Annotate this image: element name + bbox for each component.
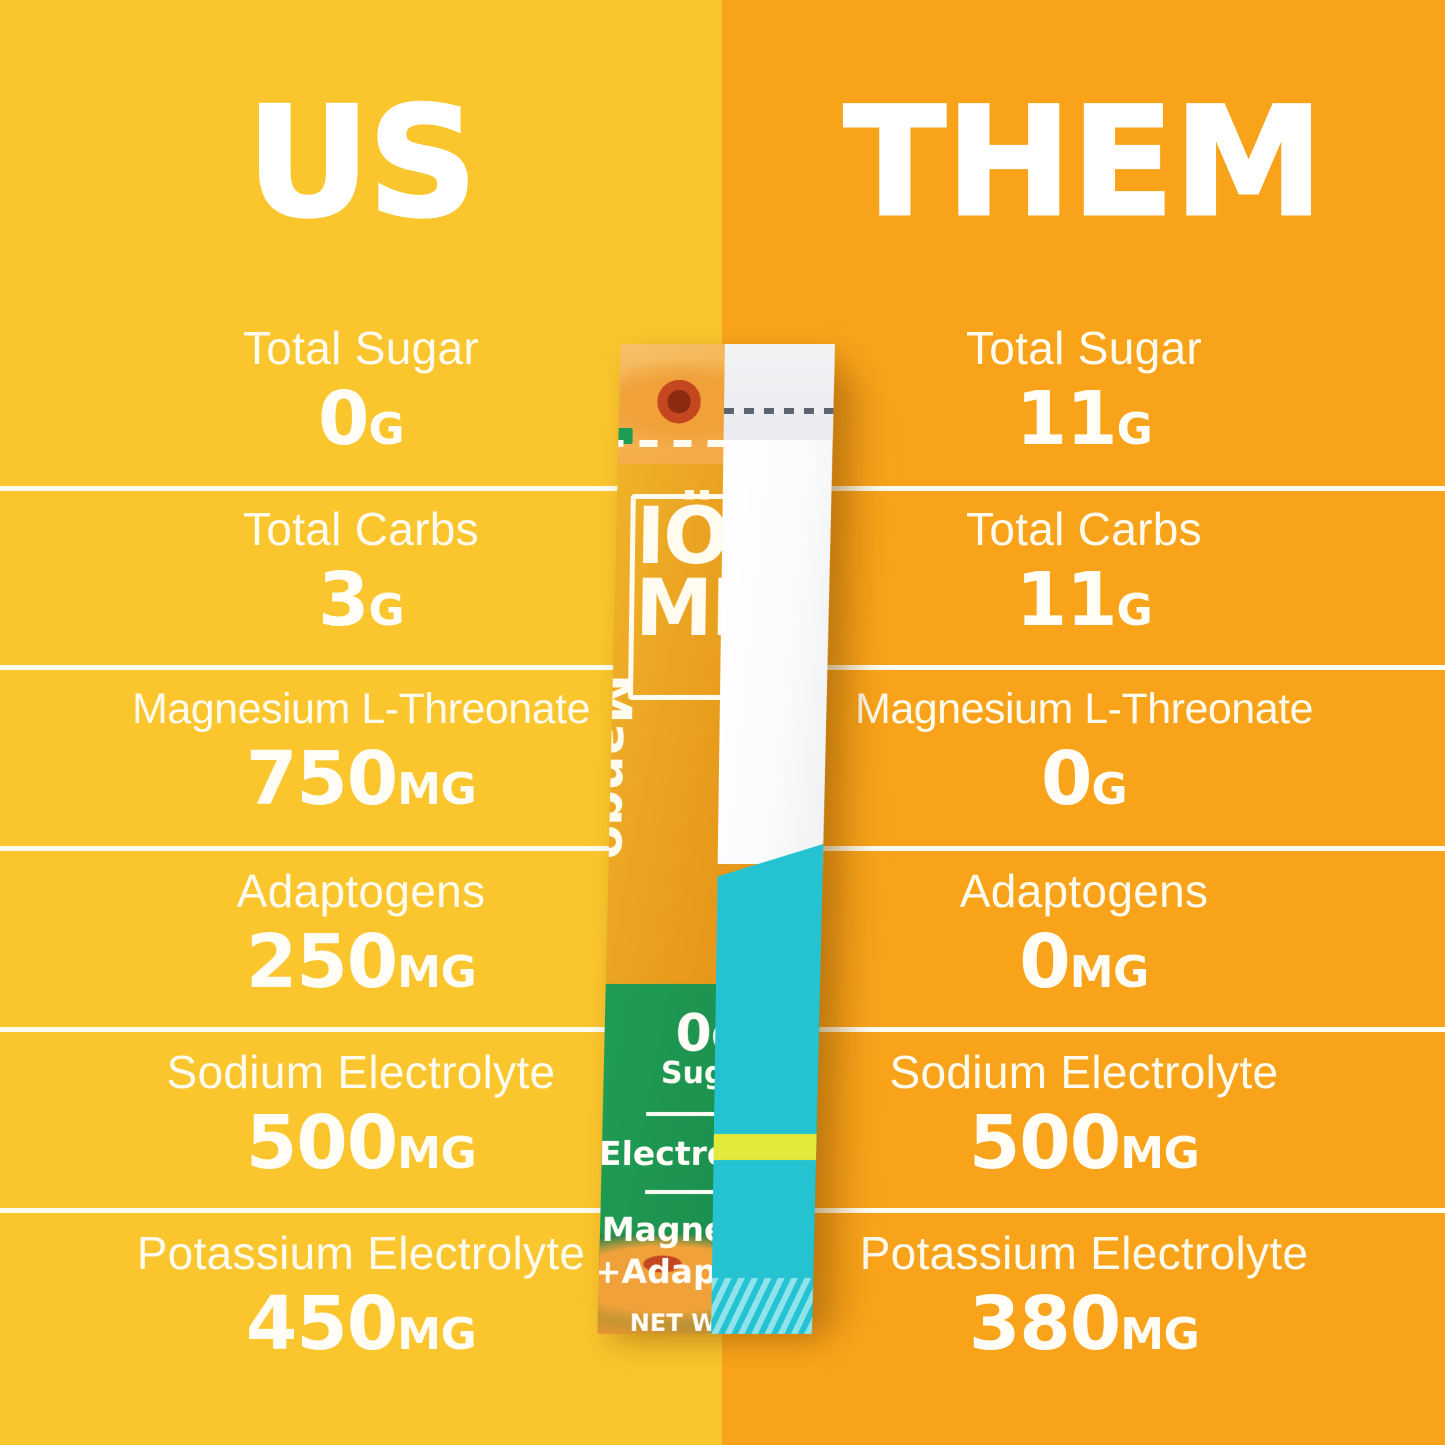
stat-unit: MG <box>397 1127 477 1179</box>
stat-label: Total Sugar <box>243 321 479 374</box>
them-header-label: THEM <box>842 76 1325 250</box>
stat-label: Adaptogens <box>959 864 1209 917</box>
product-packet-image: IÖ MI Mango Enhanced Hydration Mix 0g Su… <box>593 344 835 1334</box>
stat-value: 11G <box>1015 556 1153 643</box>
stat-label: Sodium Electrolyte <box>889 1045 1279 1098</box>
stat-value: 0G <box>1040 736 1128 823</box>
stat-value: 11G <box>1015 375 1153 462</box>
table-row: Sodium Electrolyte 500MG <box>723 1024 1445 1205</box>
table-row: Potassium Electrolyte 450MG <box>0 1205 722 1386</box>
us-header: US <box>0 78 722 248</box>
stat-unit: G <box>1116 403 1153 455</box>
them-header: THEM <box>722 78 1445 248</box>
stat-label: Total Carbs <box>243 502 479 555</box>
table-row: Total Sugar 11G <box>723 300 1445 481</box>
stat-unit: MG <box>397 946 477 998</box>
stat-value: 3G <box>317 556 405 643</box>
stat-unit: G <box>368 584 405 636</box>
stat-label: Total Sugar <box>966 321 1202 374</box>
packet-bottom-seal <box>711 1278 824 1334</box>
stat-value: 500MG <box>245 1099 477 1186</box>
stat-label: Magnesium L-Threonate <box>855 685 1313 734</box>
table-row: Potassium Electrolyte 380MG <box>723 1205 1445 1386</box>
them-stats-column: Total Sugar 11G Total Carbs 11G Magnesiu… <box>723 300 1445 1386</box>
packet-front-teal-panel <box>711 842 830 1334</box>
stat-unit: G <box>1116 584 1153 636</box>
us-stats-column: Total Sugar 0G Total Carbs 3G Magnesium … <box>0 300 722 1386</box>
table-row: Total Sugar 0G <box>0 300 722 481</box>
table-row: Total Carbs 3G <box>0 481 722 662</box>
stat-label: Potassium Electrolyte <box>859 1226 1309 1279</box>
table-row: Adaptogens 250MG <box>0 843 722 1024</box>
stat-value: 450MG <box>245 1280 477 1367</box>
stat-label: Adaptogens <box>236 864 486 917</box>
stat-unit: MG <box>397 764 477 816</box>
packet-accent-stripe <box>714 1134 826 1160</box>
them-panel-background <box>722 0 1445 1445</box>
stat-value: 500MG <box>968 1099 1200 1186</box>
packet-top-seal <box>724 344 835 440</box>
stat-unit: MG <box>1069 946 1149 998</box>
stat-label: Sodium Electrolyte <box>166 1045 556 1098</box>
stat-value: 0MG <box>1019 918 1149 1005</box>
table-row: Total Carbs 11G <box>723 481 1445 662</box>
stat-label: Magnesium L-Threonate <box>132 685 590 734</box>
stat-unit: G <box>368 403 405 455</box>
stat-unit: MG <box>397 1308 477 1360</box>
table-row: Adaptogens 0MG <box>723 843 1445 1024</box>
stat-label: Potassium Electrolyte <box>136 1226 586 1279</box>
stat-value: 0G <box>317 375 405 462</box>
stat-unit: G <box>1091 764 1128 816</box>
stat-value: 250MG <box>245 918 477 1005</box>
packet-front-dash-line <box>724 408 835 414</box>
table-row: Magnesium L-Threonate 0G <box>723 662 1445 843</box>
us-header-label: US <box>245 74 479 251</box>
stat-value: 750MG <box>245 736 477 823</box>
stat-unit: MG <box>1120 1308 1200 1360</box>
table-row: Sodium Electrolyte 500MG <box>0 1024 722 1205</box>
stat-unit: MG <box>1120 1127 1200 1179</box>
stat-value: 380MG <box>968 1280 1200 1367</box>
table-row: Magnesium L-Threonate 750MG <box>0 662 722 843</box>
stat-label: Total Carbs <box>966 502 1202 555</box>
